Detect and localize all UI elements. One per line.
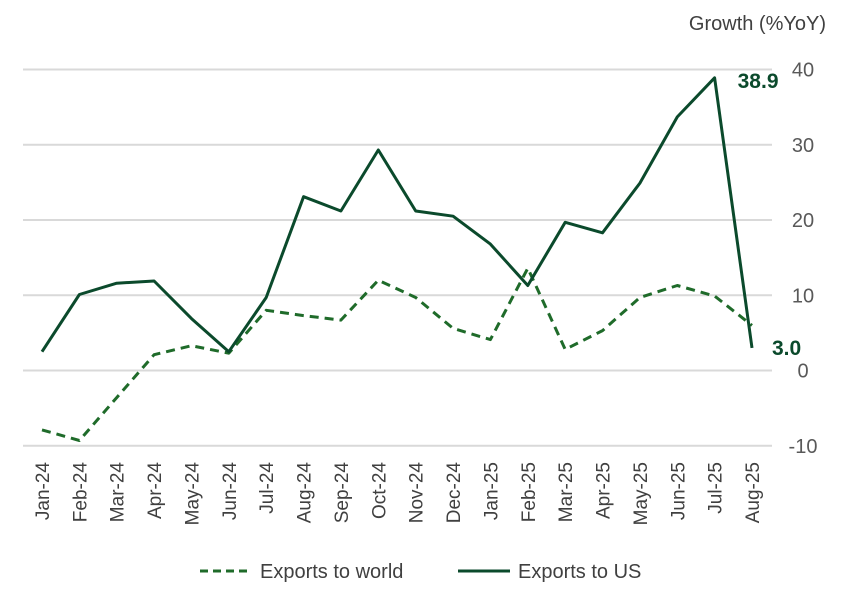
- x-tick-label: Aug-25: [743, 462, 764, 523]
- x-tick-label: Nov-24: [407, 462, 428, 524]
- y-tick-label: -10: [789, 436, 818, 458]
- legend-label-world: Exports to world: [260, 561, 403, 583]
- x-tick-label: Jan-25: [481, 462, 502, 520]
- x-tick-label: Feb-25: [519, 462, 540, 522]
- x-tick-label: Apr-24: [145, 462, 166, 519]
- y-tick-label: 40: [792, 60, 814, 82]
- legend-label-us: Exports to US: [518, 561, 641, 583]
- data-label: 3.0: [772, 337, 801, 360]
- series-line-us: [40, 76, 754, 354]
- data-label: 38.9: [738, 70, 779, 93]
- y-tick-label: 20: [792, 210, 814, 232]
- y-tick-label: 10: [792, 285, 814, 307]
- x-tick-label: Jul-25: [706, 462, 727, 514]
- x-tick-label: May-24: [182, 462, 203, 526]
- x-tick-label: Dec-24: [444, 462, 465, 524]
- x-tick-label: Feb-24: [70, 462, 91, 523]
- y-axis-label: Growth (%YoY): [689, 13, 826, 35]
- y-tick-label: 0: [797, 361, 808, 383]
- x-tick-label: May-25: [631, 462, 652, 525]
- x-tick-label: Sep-24: [332, 462, 353, 524]
- series-line-world: [41, 266, 753, 442]
- legend: Exports to world Exports to US: [200, 561, 641, 583]
- y-tick-label: 30: [792, 135, 814, 157]
- x-tick-label: Jan-24: [33, 462, 54, 521]
- x-tick-label: Aug-24: [295, 462, 316, 524]
- x-tick-label: Jul-24: [257, 462, 278, 514]
- x-tick-label: Mar-25: [556, 462, 577, 522]
- x-tick-label: Jun-25: [668, 462, 689, 520]
- x-tick-label: Mar-24: [108, 462, 129, 523]
- x-tick-label: Apr-25: [594, 462, 615, 519]
- x-tick-label: Oct-24: [369, 462, 390, 519]
- x-tick-label: Jun-24: [220, 462, 241, 521]
